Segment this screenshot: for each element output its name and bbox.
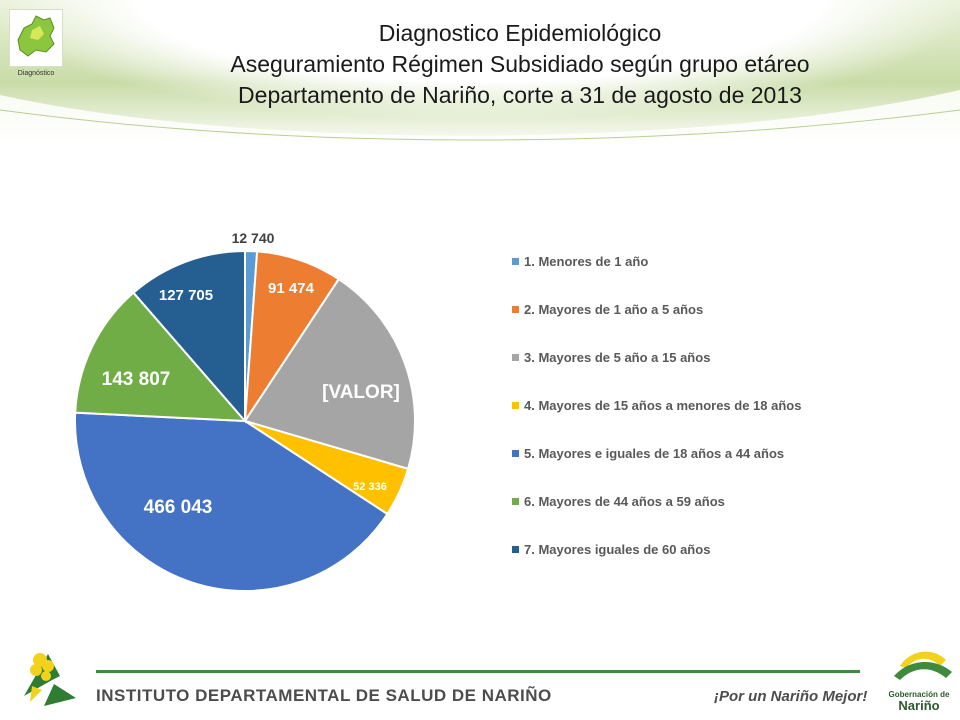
data-label-7: 127 705 <box>159 287 213 304</box>
pie-slice-5 <box>74 411 389 592</box>
legend-label: 2. Mayores de 1 año a 5 años <box>524 302 704 317</box>
gobernacion-logo <box>894 651 952 680</box>
legend-swatch <box>512 354 519 361</box>
institute-logo <box>24 653 76 706</box>
pie-slice-2 <box>243 250 341 425</box>
pie-slice-7 <box>132 249 246 424</box>
data-label-5: 466 043 <box>144 497 213 518</box>
legend-swatch <box>512 258 519 265</box>
legend-swatch <box>512 498 519 505</box>
gobernacion-text: Gobernación de Nariño <box>884 690 954 713</box>
data-label-6: 143 807 <box>102 369 171 390</box>
data-label-4: 52 336 <box>353 481 387 493</box>
legend-item-6: 6. Mayores de 44 años a 59 años <box>512 494 725 509</box>
page-title-line3: Departamento de Nariño, corte a 31 de ag… <box>238 82 802 108</box>
diagnostico-logo <box>9 9 63 67</box>
gob-line1: Gobernación de <box>888 690 950 699</box>
legend-item-4: 4. Mayores de 15 años a menores de 18 añ… <box>512 398 801 413</box>
legend-label: 7. Mayores iguales de 60 años <box>524 542 711 557</box>
legend-item-1: 1. Menores de 1 año <box>512 254 648 269</box>
gob-line2: Nariño <box>898 698 940 713</box>
legend-swatch <box>512 402 519 409</box>
pie-slice-6 <box>74 291 248 423</box>
footer-slogan: ¡Por un Nariño Mejor! <box>714 688 868 705</box>
footer-institute: INSTITUTO DEPARTAMENTAL DE SALUD DE NARI… <box>96 686 552 705</box>
logo-caption: Diagnóstico <box>17 70 55 77</box>
legend-item-5: 5. Mayores e iguales de 18 años a 44 año… <box>512 446 784 461</box>
legend-label: 6. Mayores de 44 años a 59 años <box>524 494 725 509</box>
header-swoosh <box>0 90 960 150</box>
legend-label: 5. Mayores e iguales de 18 años a 44 año… <box>524 446 785 461</box>
legend-item-3: 3. Mayores de 5 año a 15 años <box>512 350 710 365</box>
data-label-2: 91 474 <box>268 280 315 297</box>
footer-divider <box>96 670 860 673</box>
legend-label: 1. Menores de 1 año <box>524 254 649 269</box>
legend-item-7: 7. Mayores iguales de 60 años <box>512 542 710 557</box>
legend-label: 4. Mayores de 15 años a menores de 18 añ… <box>524 398 802 413</box>
data-label-1: 12 740 <box>232 230 275 246</box>
data-label-3: [VALOR] <box>322 382 400 403</box>
legend-swatch <box>512 306 519 313</box>
page-title-line1: Diagnostico Epidemiológico <box>378 20 662 46</box>
legend-swatch <box>512 450 519 457</box>
legend-item-2: 2. Mayores de 1 año a 5 años <box>512 302 703 317</box>
legend-label: 3. Mayores de 5 año a 15 años <box>524 350 711 365</box>
page-title-line2: Aseguramiento Régimen Subsidiado según g… <box>230 51 810 77</box>
legend-swatch <box>512 546 519 553</box>
pie-slice-3 <box>243 277 416 471</box>
